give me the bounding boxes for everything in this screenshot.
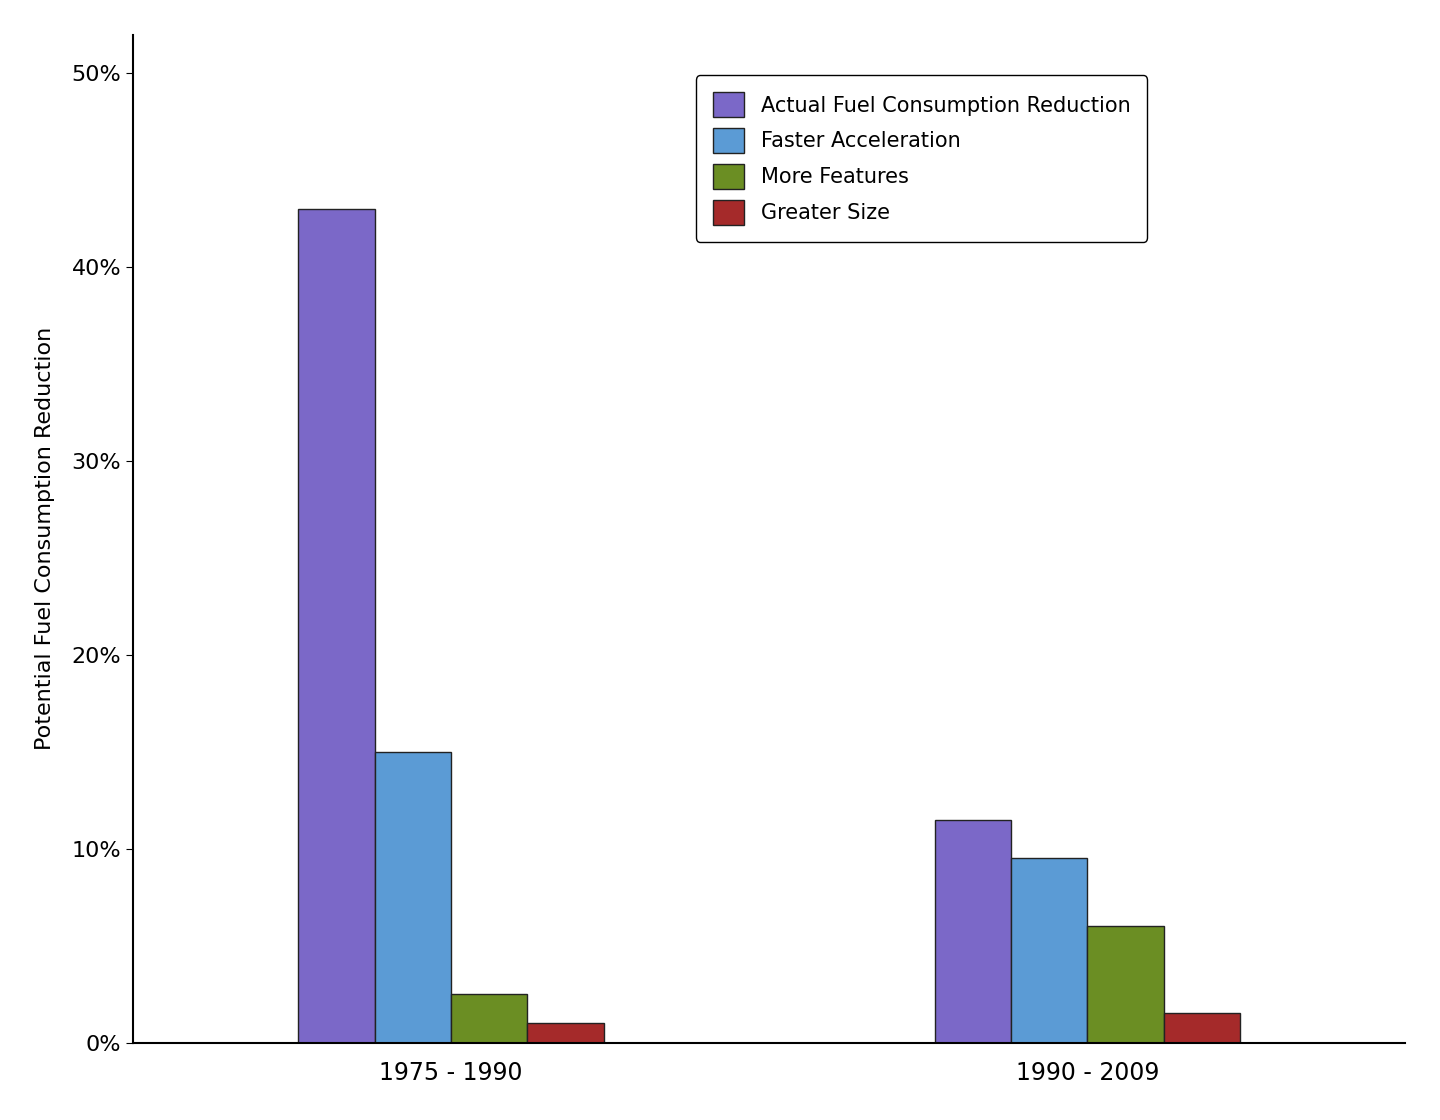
Bar	[935, 820, 1011, 1043]
Bar	[374, 752, 451, 1043]
Bar	[451, 995, 527, 1043]
Legend: Actual Fuel Consumption Reduction, Faster Acceleration, More Features, Greater S: Actual Fuel Consumption Reduction, Faste…	[697, 75, 1148, 242]
Bar	[527, 1024, 603, 1043]
Bar	[1087, 926, 1164, 1043]
Bar	[1164, 1014, 1240, 1043]
Y-axis label: Potential Fuel Consumption Reduction: Potential Fuel Consumption Reduction	[35, 327, 55, 750]
Bar	[1011, 858, 1087, 1043]
Bar	[298, 209, 374, 1043]
